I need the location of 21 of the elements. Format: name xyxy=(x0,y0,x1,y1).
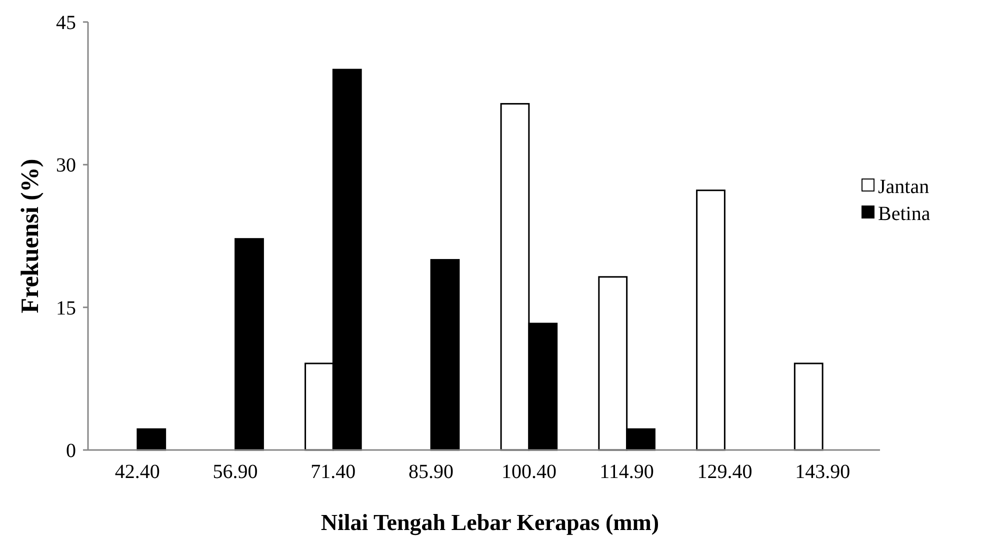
x-axis-title: Nilai Tengah Lebar Kerapas (mm) xyxy=(320,510,660,536)
bar xyxy=(234,238,264,451)
y-tick-label: 15 xyxy=(56,297,76,320)
x-tick-label: 85.90 xyxy=(408,461,454,483)
legend-label: Jantan xyxy=(878,176,930,198)
x-tick-label: 42.40 xyxy=(114,461,160,483)
bar xyxy=(136,428,166,451)
bar xyxy=(794,362,824,451)
bar xyxy=(696,190,726,451)
y-tick-label: 0 xyxy=(66,440,76,462)
x-tick-label: 114.90 xyxy=(600,461,654,483)
bar xyxy=(430,259,460,451)
x-tick-label: 143.90 xyxy=(795,461,850,483)
y-axis-title: Frekuensi (%) xyxy=(17,158,44,314)
x-tick-label: 100.40 xyxy=(501,461,556,483)
y-tick-label: 45 xyxy=(56,12,76,34)
y-tick-label: 30 xyxy=(56,154,76,177)
x-tick-label: 129.40 xyxy=(697,461,752,483)
x-tick-label: 56.90 xyxy=(212,461,258,483)
legend-label: Betina xyxy=(878,203,930,225)
x-tick-label: 71.40 xyxy=(310,461,356,483)
